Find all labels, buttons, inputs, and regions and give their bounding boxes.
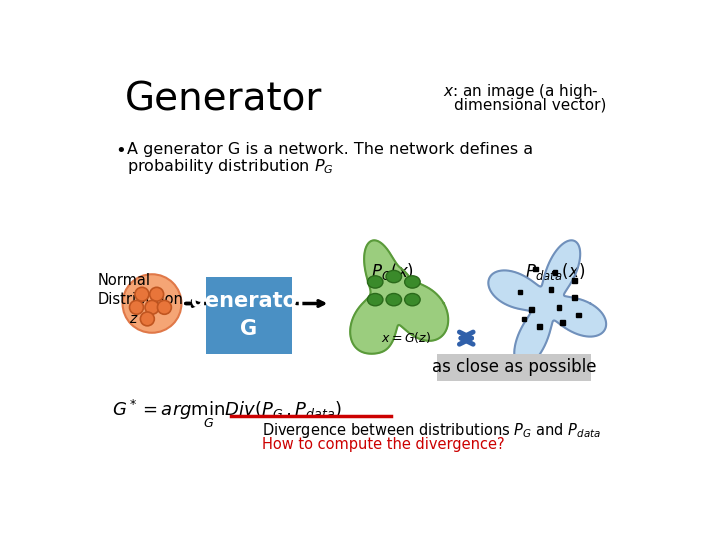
- Ellipse shape: [405, 276, 420, 288]
- Circle shape: [158, 300, 171, 314]
- Polygon shape: [488, 240, 606, 367]
- FancyBboxPatch shape: [206, 276, 292, 354]
- Circle shape: [122, 274, 181, 333]
- Bar: [553, 271, 557, 275]
- Text: $G^* = arg \min_G Div(P_G, P_{data})$: $G^* = arg \min_G Div(P_G, P_{data})$: [112, 397, 341, 430]
- Text: $P_G(x)$: $P_G(x)$: [371, 261, 414, 282]
- Text: A generator G is a network. The network defines a: A generator G is a network. The network …: [127, 142, 534, 157]
- FancyBboxPatch shape: [437, 354, 590, 381]
- Bar: [572, 295, 577, 300]
- Bar: [572, 278, 577, 283]
- Text: dimensional vector): dimensional vector): [454, 97, 607, 112]
- Bar: [576, 313, 580, 318]
- Circle shape: [145, 300, 159, 314]
- Bar: [529, 307, 534, 312]
- Text: Normal
Distribution: Normal Distribution: [98, 273, 184, 307]
- Text: Divergence between distributions $P_G$ and $P_{data}$: Divergence between distributions $P_G$ a…: [262, 421, 601, 440]
- Circle shape: [130, 300, 143, 314]
- Ellipse shape: [405, 293, 420, 306]
- Text: $x$: an image (a high-: $x$: an image (a high-: [443, 82, 598, 101]
- Text: How to compute the divergence?: How to compute the divergence?: [262, 437, 505, 451]
- Bar: [549, 287, 554, 292]
- Bar: [522, 316, 526, 321]
- Bar: [557, 305, 561, 309]
- Text: z: z: [129, 312, 136, 326]
- Ellipse shape: [386, 271, 402, 283]
- Text: $x = G(z)$: $x = G(z)$: [381, 330, 431, 346]
- Text: generator
G: generator G: [190, 291, 307, 339]
- Polygon shape: [350, 240, 449, 354]
- Circle shape: [135, 287, 149, 301]
- Text: as close as possible: as close as possible: [432, 359, 596, 376]
- Circle shape: [140, 312, 154, 326]
- Text: •: •: [114, 142, 125, 160]
- Ellipse shape: [386, 293, 402, 306]
- Ellipse shape: [367, 276, 383, 288]
- Text: $P_{data}(x)$: $P_{data}(x)$: [525, 261, 585, 282]
- Ellipse shape: [367, 293, 383, 306]
- Bar: [534, 267, 538, 271]
- Text: probability distribution $P_G$: probability distribution $P_G$: [127, 157, 334, 176]
- Bar: [537, 325, 542, 329]
- Bar: [518, 289, 523, 294]
- Circle shape: [150, 287, 163, 301]
- Bar: [560, 320, 565, 325]
- Text: Generator: Generator: [125, 80, 323, 118]
